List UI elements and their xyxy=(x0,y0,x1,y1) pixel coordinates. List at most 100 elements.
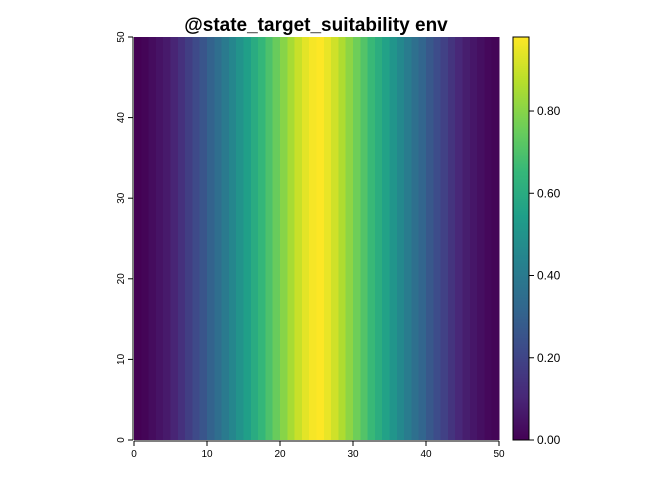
colorbar-segment xyxy=(513,174,529,177)
colorbar-segment xyxy=(513,85,529,88)
colorbar-segment xyxy=(513,423,529,427)
heatmap-cell-column xyxy=(404,37,412,440)
x-tick-label: 0 xyxy=(131,449,137,460)
heatmap-cell-column xyxy=(353,37,361,440)
heatmap-cell-column xyxy=(214,37,223,440)
colorbar-segment xyxy=(513,55,529,58)
colorbar-segment xyxy=(513,403,529,407)
colorbar-segment xyxy=(513,77,529,80)
colorbar-segment xyxy=(513,198,529,201)
x-tick-label: 50 xyxy=(493,449,505,460)
colorbar-segment xyxy=(513,81,529,84)
heatmap-cell-column xyxy=(185,37,193,440)
colorbar-segment xyxy=(513,182,529,185)
colorbar-segment xyxy=(513,419,529,423)
heatmap-cell-column xyxy=(207,37,215,440)
colorbar-tick-label: 0.20 xyxy=(537,351,561,365)
colorbar-segment xyxy=(513,53,529,56)
colorbar-segment xyxy=(513,425,529,429)
colorbar-segment xyxy=(513,274,529,278)
colorbar-segment xyxy=(513,417,529,421)
colorbar-segment xyxy=(513,405,529,409)
colorbar-segment xyxy=(513,45,529,48)
colorbar-segment xyxy=(513,286,529,290)
y-tick-label: 50 xyxy=(116,31,127,43)
colorbar-segment xyxy=(513,91,529,95)
colorbar-segment xyxy=(513,307,529,310)
colorbar-segment xyxy=(513,57,529,60)
y-tick-label: 0 xyxy=(116,437,127,443)
colorbar-segment xyxy=(513,365,529,369)
colorbar-segment xyxy=(513,212,529,215)
colorbar-segment xyxy=(513,327,529,330)
colorbar-segment xyxy=(513,113,529,117)
colorbar-tick-label: 0.00 xyxy=(537,433,561,447)
colorbar-segment xyxy=(513,75,529,78)
x-tick-label: 40 xyxy=(420,449,432,460)
colorbar-segment xyxy=(513,99,529,103)
colorbar-segment xyxy=(513,232,529,236)
colorbar-segment xyxy=(513,153,529,157)
colorbar-segment xyxy=(513,103,529,107)
heatmap-cell-column xyxy=(316,37,325,440)
colorbar-segment xyxy=(513,131,529,135)
colorbar-segment xyxy=(513,145,529,149)
heatmap-cell-column xyxy=(426,37,434,440)
colorbar-segment xyxy=(513,266,529,270)
colorbar-segment xyxy=(513,244,529,248)
colorbar-segment xyxy=(513,256,529,260)
colorbar-segment xyxy=(513,93,529,97)
colorbar-segment xyxy=(513,315,529,318)
heatmap-cell-column xyxy=(309,37,318,440)
colorbar-segment xyxy=(513,375,529,379)
heatmap-cell-column xyxy=(163,37,172,440)
colorbar-segment xyxy=(513,165,529,169)
colorbar-segment xyxy=(513,115,529,119)
colorbar-segment xyxy=(513,431,529,435)
colorbar-segment xyxy=(513,73,529,76)
colorbar-segment xyxy=(513,65,529,68)
colorbar-segment xyxy=(513,371,529,375)
colorbar-segment xyxy=(513,357,529,360)
heatmap-cell-column xyxy=(462,37,471,440)
colorbar-segment xyxy=(513,157,529,161)
colorbar-segment xyxy=(513,268,529,272)
colorbar-tick-label: 0.60 xyxy=(537,186,561,200)
colorbar-segment xyxy=(513,278,529,282)
colorbar-segment xyxy=(513,317,529,320)
colorbar-segment xyxy=(513,167,529,171)
heatmap-cell-column xyxy=(455,37,464,440)
colorbar-segment xyxy=(513,276,529,280)
colorbar-segment xyxy=(513,222,529,225)
colorbar-segment xyxy=(513,381,529,385)
colorbar-segment xyxy=(513,369,529,373)
colorbar-segment xyxy=(513,202,529,205)
heatmap-cell-column xyxy=(141,37,150,440)
heatmap-cell-column xyxy=(374,37,383,440)
colorbar-segment xyxy=(513,252,529,256)
colorbar-segment xyxy=(513,347,529,350)
colorbar-segment xyxy=(513,373,529,377)
y-tick-label: 20 xyxy=(116,273,127,285)
heatmap-cell-column xyxy=(323,37,332,440)
heatmap-cell-column xyxy=(228,37,237,440)
colorbar-segment xyxy=(513,379,529,383)
colorbar-segment xyxy=(513,51,529,54)
colorbar-segment xyxy=(513,47,529,50)
colorbar-segment xyxy=(513,387,529,391)
colorbar-segment xyxy=(513,361,529,365)
colorbar-segment xyxy=(513,401,529,405)
colorbar-segment xyxy=(513,59,529,62)
x-tick-label: 10 xyxy=(201,449,213,460)
colorbar-segment xyxy=(513,399,529,403)
colorbar-tick-label: 0.40 xyxy=(537,269,561,283)
colorbar-segment xyxy=(513,300,529,304)
colorbar-segment xyxy=(513,238,529,242)
colorbar-segment xyxy=(513,37,529,40)
colorbar-tick-label: 0.80 xyxy=(537,104,561,118)
colorbar-segment xyxy=(513,258,529,262)
heatmap-cell-column xyxy=(331,37,339,440)
colorbar-segment xyxy=(513,411,529,415)
colorbar-segment xyxy=(513,89,529,93)
